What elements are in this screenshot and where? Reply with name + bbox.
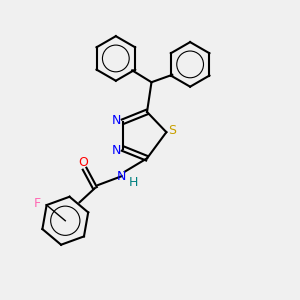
Text: N: N xyxy=(111,114,121,127)
Text: N: N xyxy=(117,170,127,183)
Text: S: S xyxy=(168,124,176,137)
Text: F: F xyxy=(34,197,41,210)
Text: N: N xyxy=(111,143,121,157)
Text: H: H xyxy=(129,176,138,189)
Text: O: O xyxy=(78,156,88,169)
